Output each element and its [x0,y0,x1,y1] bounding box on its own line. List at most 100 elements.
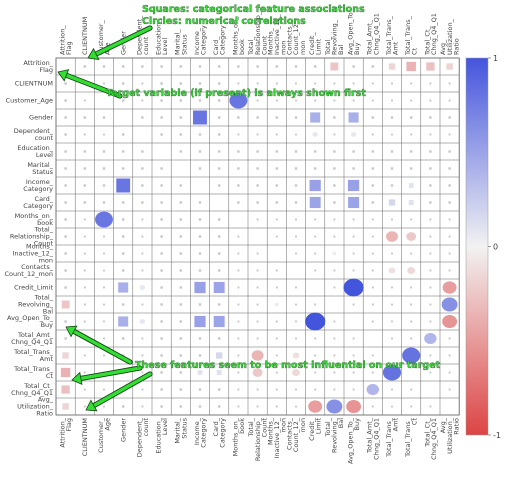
cell-income-category-months-inactive-12-mon [275,184,278,187]
col-label-line: Count_12_ [292,20,300,55]
cell-attrition-flag-income-category [198,65,202,68]
annotation-1: Squares: categorical feature association… [142,4,365,15]
cell-gender-card-category [218,116,221,119]
cell-income-category-total-amt-chng-q4-q1 [371,184,374,187]
cell-attrition-flag-avg-utilization-ratio [446,62,454,71]
row-label-line: Customer_Age [6,97,53,105]
col-label-line: Relationship_ [254,417,262,461]
cell-card-category-clientnum [83,201,86,204]
cell-total-revolving-bal-customer-age [102,303,106,306]
cell-avg-utilization-ratio-contacts-count-12-mon [294,405,298,408]
cell-dependent-count-total-relationship-count [256,133,259,136]
cell-credit-limit-income-category [194,281,206,294]
cell-avg-utilization-ratio-months-on-book [237,405,240,408]
col-label-bottom-customer-age: Customer_Age [97,417,112,453]
cell-total-trans-ct-income-category [197,369,203,376]
cell-attrition-flag-gender [122,65,125,68]
cell-months-inactive-12-mon-total-ct-chng-q4-q1 [429,252,432,255]
col-label-text: Months_on_book [231,16,246,55]
cell-gender-total-trans-amt [390,116,394,119]
cell-total-ct-chng-q4-q1-dependent-count [141,388,144,391]
col-label-bottom-education-level: Education_Level [155,417,170,453]
cell-attrition-flag-card-category [218,65,221,68]
cell-total-ct-chng-q4-q1-total-trans-amt [390,388,394,391]
cell-months-inactive-12-mon-income-category [198,252,202,255]
cell-contacts-count-12-mon-total-relationship-count [256,269,259,272]
cell-credit-limit-total-trans-amt [390,286,394,289]
cell-months-on-book-attrition-flag [64,218,67,221]
row-label-line: Count_12_mon [4,270,53,278]
col-label-line: Count_12_ [292,417,300,452]
col-label-text: Total_Trans_Ct [404,417,419,458]
cell-education-level-marital-status [179,150,182,153]
cell-total-ct-chng-q4-q1-total-relationship-count [256,388,259,391]
cell-total-trans-amt-total-trans-ct [402,347,421,364]
cell-customer-age-total-trans-amt [390,99,394,102]
cell-months-inactive-12-mon-credit-limit [314,252,317,255]
cell-total-ct-chng-q4-q1-income-category [198,388,202,391]
row-label-months-on-book: Months_on_ book [15,212,54,227]
cell-attrition-flag-avg-open-to-buy [352,65,355,68]
cell-months-on-book-card-category [218,218,221,221]
cell-dependent-count-total-revolving-bal [333,133,336,136]
col-label-line: Income_ [193,417,201,445]
cell-avg-open-to-buy-total-amt-chng-q4-q1 [371,320,374,323]
cell-total-trans-amt-months-on-book [237,354,240,357]
cell-total-amt-chng-q4-q1-card-category [218,337,221,340]
col-label-line: Card_ [212,417,220,436]
col-label-line: Chng_Q4_Q1 [430,418,438,460]
col-label-line: count [142,36,150,55]
cell-total-relationship-count-marital-status [179,235,182,238]
cell-dependent-count-months-on-book [237,133,240,136]
cell-total-relationship-count-total-trans-ct [406,232,417,241]
cell-total-revolving-bal-gender [122,303,125,306]
col-label-line: Ratio [452,418,460,435]
cell-marital-status-total-trans-amt [390,167,394,170]
col-label-line: Flag [65,418,73,432]
col-label-line: CLIENTNUM [81,17,89,55]
cell-total-trans-ct-dependent-count [141,371,144,374]
col-label-text: Education_Level [155,19,170,55]
cell-marital-status-contacts-count-12-mon [294,167,298,170]
cell-card-category-education-level [160,201,163,204]
row-label-line: Dependent_ [14,127,54,135]
cell-total-ct-chng-q4-q1-contacts-count-12-mon [294,388,298,391]
arrow-head [65,325,78,338]
col-label-text: Marital_Status [174,29,189,55]
cell-customer-age-credit-limit [314,99,317,102]
cell-clientnum-months-inactive-12-mon [275,82,278,85]
cell-gender-attrition-flag [64,116,67,119]
cell-avg-utilization-ratio-clientnum [83,405,86,408]
cell-education-level-total-trans-amt [390,150,394,153]
col-label-line: Amt [392,41,400,55]
col-label-line: Attrition_ [59,417,67,447]
col-label-line: Total_Amt_ [366,417,374,454]
col-label-line: Months_ [266,27,274,55]
cell-income-category-clientnum [83,184,86,187]
cell-contacts-count-12-mon-gender [122,269,125,272]
cell-total-trans-amt-education-level [160,354,163,357]
col-label-top-total-revolving-bal: Total_Revolving_Bal [324,19,345,56]
col-label-line: Total_ [247,36,255,56]
col-label-text: Dependent_count [135,417,150,457]
cell-dependent-count-attrition-flag [64,133,67,136]
cell-dependent-count-credit-limit [312,132,318,137]
cell-total-trans-ct-total-relationship-count [252,368,263,377]
cell-clientnum-total-trans-amt [390,82,394,85]
cell-months-inactive-12-mon-months-on-book [237,252,240,255]
cell-total-trans-ct-card-category [216,369,222,376]
cell-avg-open-to-buy-contacts-count-12-mon [294,320,298,323]
cell-avg-open-to-buy-avg-utilization-ratio [442,314,458,329]
row-label-line: Total_Trans_ [13,348,54,356]
cell-marital-status-clientnum [83,167,86,170]
cell-total-amt-chng-q4-q1-dependent-count [141,337,144,340]
col-label-bottom-avg-open-to-buy: Avg_Open_To_Buy [347,417,362,464]
cell-months-on-book-gender [122,218,125,221]
cell-total-relationship-count-total-trans-amt [386,231,398,242]
colorbar: 1 0 -1 [465,54,501,440]
cell-total-relationship-count-customer-age [102,235,106,238]
cell-attrition-flag-credit-limit [314,65,317,68]
cell-customer-age-gender [122,99,125,102]
col-label-line: Avg_Open_To_ [347,8,355,55]
row-label-avg-utilization-ratio: Avg_ Utilization_ Ratio [17,396,54,418]
